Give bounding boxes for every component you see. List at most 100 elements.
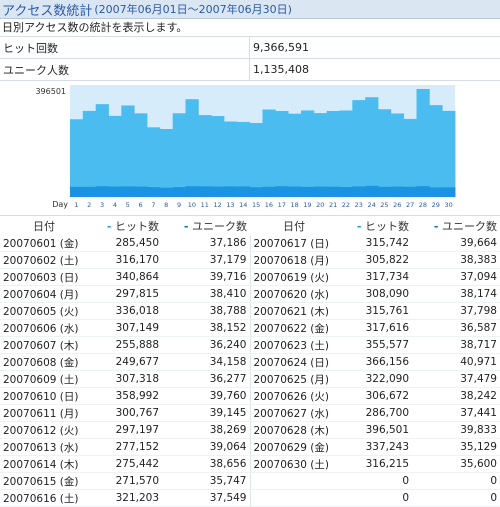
summary-row: ヒット回数 9,366,591 xyxy=(0,37,500,59)
hits-cell: 355,577 xyxy=(338,337,412,354)
hits-bar xyxy=(109,116,122,197)
unique-bar xyxy=(211,187,224,197)
unique-bar xyxy=(327,187,340,197)
unique-cell: 37,441 xyxy=(412,405,500,422)
col-header-date: 日付 xyxy=(0,216,88,235)
unique-cell: 38,656 xyxy=(162,456,250,473)
x-tick-label: 7 xyxy=(151,201,155,209)
unique-cell: 35,129 xyxy=(412,439,500,456)
unique-bar xyxy=(429,187,442,197)
hits-cell: 277,152 xyxy=(88,439,162,456)
unique-cell: 36,277 xyxy=(162,371,250,388)
x-tick-label: 26 xyxy=(393,201,401,209)
unique-cell: 38,174 xyxy=(412,286,500,303)
unique-bar xyxy=(365,186,378,197)
hits-bar xyxy=(327,111,340,197)
unique-cell: 39,760 xyxy=(162,388,250,405)
date-cell: 20070626 (火) xyxy=(250,388,338,405)
x-tick-label: 4 xyxy=(113,201,117,209)
hits-cell: 297,197 xyxy=(88,422,162,439)
x-tick-label: 18 xyxy=(290,201,298,209)
hits-cell: 275,442 xyxy=(88,456,162,473)
page-title-bar: アクセス数統計 (2007年06月01日～2007年06月30日) xyxy=(0,0,500,19)
unique-bar xyxy=(224,186,237,197)
x-tick-label: 3 xyxy=(100,201,104,209)
unique-bar xyxy=(288,187,301,197)
x-tick-label: 24 xyxy=(367,201,375,209)
hits-bar xyxy=(173,113,186,197)
summary-table: ヒット回数 9,366,591 ユニーク人数 1,135,408 xyxy=(0,37,500,81)
unique-cell: 35,747 xyxy=(162,473,250,490)
x-tick-label: 9 xyxy=(177,201,181,209)
summary-label: ヒット回数 xyxy=(0,37,250,59)
x-tick-label: 2 xyxy=(87,201,91,209)
hits-bar xyxy=(250,123,263,197)
date-cell: 20070623 (土) xyxy=(250,337,338,354)
date-cell: 20070604 (月) xyxy=(0,286,88,303)
date-cell: 20070610 (日) xyxy=(0,388,88,405)
unique-bar xyxy=(301,187,314,197)
x-tick-label: 20 xyxy=(316,201,324,209)
date-cell: 20070609 (土) xyxy=(0,371,88,388)
hits-bar xyxy=(378,109,391,197)
hits-bar xyxy=(198,115,211,197)
hits-bar xyxy=(340,110,353,197)
hits-cell: 315,742 xyxy=(338,235,412,252)
page-title: アクセス数統計 xyxy=(2,0,92,19)
unique-bar xyxy=(404,187,417,197)
x-tick-label: 6 xyxy=(139,201,143,209)
unique-cell: 38,717 xyxy=(412,337,500,354)
hits-bar xyxy=(186,99,199,197)
hits-cell: 307,318 xyxy=(88,371,162,388)
hits-bar xyxy=(121,105,134,197)
unique-bar xyxy=(160,188,173,197)
hits-cell: 315,761 xyxy=(338,303,412,320)
hits-cell: 316,215 xyxy=(338,456,412,473)
unique-cell: 40,971 xyxy=(412,354,500,371)
date-cell: 20070614 (木) xyxy=(0,456,88,473)
hits-cell: 358,992 xyxy=(88,388,162,405)
x-tick-label: 10 xyxy=(188,201,196,209)
date-cell: 20070617 (日) xyxy=(250,235,338,252)
unique-bar xyxy=(263,187,276,197)
hits-bar xyxy=(83,111,96,197)
unique-cell: 38,152 xyxy=(162,320,250,337)
hits-cell: 0 xyxy=(338,473,412,490)
unique-bar xyxy=(352,186,365,197)
date-cell: 20070602 (土) xyxy=(0,252,88,269)
date-cell: 20070628 (木) xyxy=(250,422,338,439)
unique-bar xyxy=(147,187,160,197)
unique-bar xyxy=(198,186,211,197)
unique-cell: 37,798 xyxy=(412,303,500,320)
summary-value: 9,366,591 xyxy=(250,37,500,59)
date-cell: 20070625 (月) xyxy=(250,371,338,388)
x-tick-label: 29 xyxy=(432,201,440,209)
date-cell: 20070606 (水) xyxy=(0,320,88,337)
date-cell: 20070620 (水) xyxy=(250,286,338,303)
unique-bar xyxy=(109,187,122,197)
hits-cell: 285,450 xyxy=(88,235,162,252)
daily-table-header: 日付 - ヒット数 - ユニーク数 日付 - ヒット数 - ユニーク数 xyxy=(0,216,500,235)
date-cell: 20070607 (木) xyxy=(0,337,88,354)
unique-cell: 39,064 xyxy=(162,439,250,456)
hits-cell: 322,090 xyxy=(338,371,412,388)
x-tick-label: 23 xyxy=(355,201,363,209)
unique-cell: 37,479 xyxy=(412,371,500,388)
x-tick-label: 28 xyxy=(419,201,427,209)
unique-bar xyxy=(391,187,404,197)
date-cell xyxy=(250,473,338,490)
y-max-label: 396501 xyxy=(35,87,66,96)
unique-cell: 0 xyxy=(412,473,500,490)
daily-table: 日付 - ヒット数 - ユニーク数 日付 - ヒット数 - ユニーク数 2007… xyxy=(0,216,500,507)
date-cell: 20070627 (水) xyxy=(250,405,338,422)
hits-cell: 336,018 xyxy=(88,303,162,320)
hits-bar xyxy=(211,116,224,197)
date-cell: 20070619 (火) xyxy=(250,269,338,286)
hits-bar xyxy=(429,105,442,197)
hits-cell: 340,864 xyxy=(88,269,162,286)
